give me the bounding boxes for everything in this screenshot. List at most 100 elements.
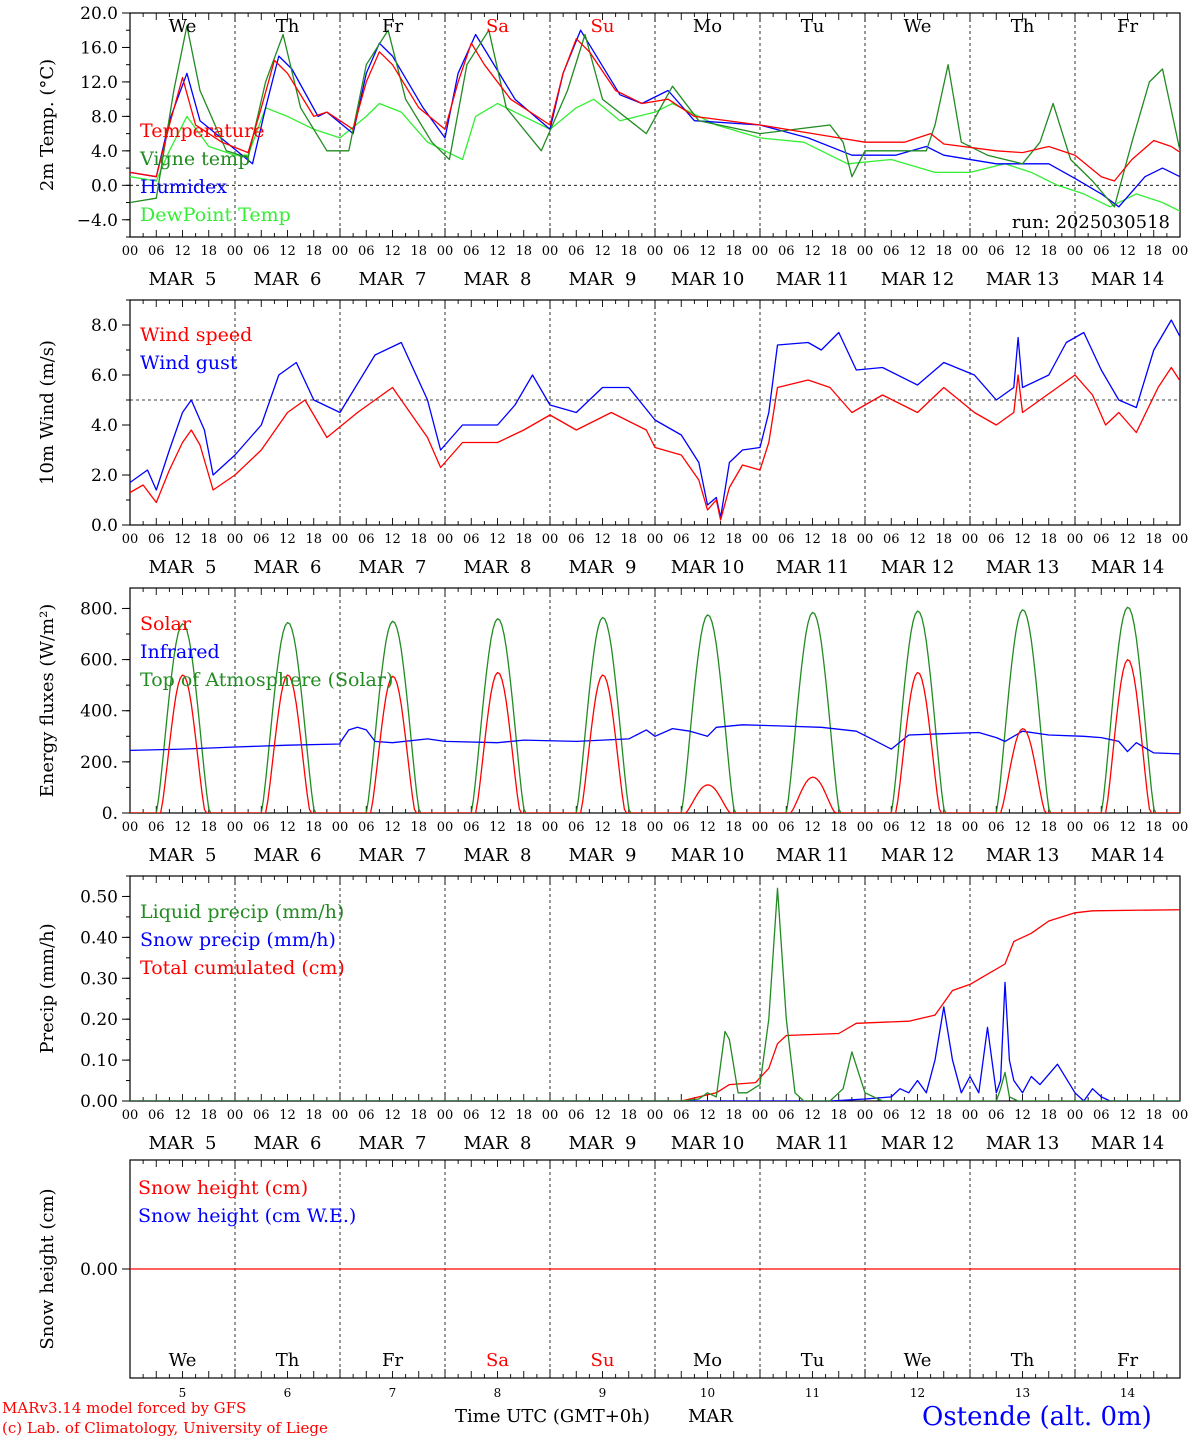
day-of-week-label: We [904,16,932,37]
hour-tick-label: 00 [752,820,769,835]
series-line-liquid-precip-mm-h [130,887,1180,1101]
hour-tick-label: 18 [1040,532,1057,547]
date-label: MAR 13 [986,557,1060,578]
hour-tick-label: 00 [647,532,664,547]
date-label: MAR 10 [671,1133,745,1154]
day-number-label: 5 [179,1386,187,1400]
y-tick-label: 400. [80,702,118,722]
hour-tick-label: 00 [752,532,769,547]
date-label: MAR 8 [464,1133,532,1154]
date-label: MAR 6 [254,557,322,578]
date-label: MAR 9 [569,845,637,866]
hour-tick-label: 06 [148,1108,165,1123]
y-tick-label: 20.0 [80,4,118,24]
hour-tick-label: 00 [437,532,454,547]
hour-tick-label: 12 [384,532,401,547]
hour-tick-label: 12 [279,820,296,835]
day-of-week-label: Su [591,1350,615,1371]
hour-tick-label: 06 [988,820,1005,835]
hour-tick-label: 18 [515,244,532,259]
date-label: MAR 7 [359,269,427,290]
y-tick-label: 0.00 [80,1092,118,1112]
day-of-week-label: Su [591,16,615,37]
hour-tick-label: 18 [620,532,637,547]
y-tick-label: 6.0 [91,366,118,386]
hour-tick-label: 00 [857,244,874,259]
hour-tick-label: 12 [384,244,401,259]
hour-tick-label: 12 [699,820,716,835]
series-group [130,606,1180,813]
hour-tick-label: 12 [174,244,191,259]
hour-tick-label: 12 [489,1108,506,1123]
hour-tick-label: 18 [620,820,637,835]
y-tick-label: 0.50 [80,887,118,907]
y-tick-label: 0.20 [80,1010,118,1030]
date-label: MAR 13 [986,269,1060,290]
date-label: MAR 5 [149,557,217,578]
hour-tick-label: 06 [463,532,480,547]
hour-tick-label: 00 [1172,1108,1189,1123]
day-of-week-label: Sa [486,1350,509,1371]
hour-tick-label: 00 [1067,1108,1084,1123]
hour-tick-label: 06 [1093,244,1110,259]
hour-tick-label: 00 [332,820,349,835]
hour-tick-label: 18 [620,244,637,259]
day-of-week-label: Th [1011,16,1035,37]
legend-entry: Temperature [140,120,264,142]
day-of-week-label: We [169,1350,197,1371]
hour-tick-label: 06 [148,532,165,547]
hour-tick-label: 18 [725,820,742,835]
date-label: MAR 8 [464,269,532,290]
date-label: MAR 7 [359,1133,427,1154]
legend-entry: Total cumulated (cm) [140,957,345,979]
model-note: MARv3.14 model forced by GFS [2,1399,247,1417]
date-label: MAR 12 [881,1133,955,1154]
hour-tick-label: 00 [962,820,979,835]
hour-tick-label: 12 [489,820,506,835]
date-label: MAR 5 [149,1133,217,1154]
legend-entry: Top of Atmosphere (Solar) [140,669,393,691]
hour-tick-label: 18 [935,820,952,835]
hour-tick-label: 18 [515,1108,532,1123]
legend-entry: Infrared [140,641,220,663]
legend-entry: Wind speed [140,324,252,346]
time-axis-month: MAR [688,1406,733,1427]
hour-tick-label: 12 [279,532,296,547]
hour-tick-label: 06 [568,820,585,835]
day-of-week-label: Mo [693,16,722,37]
y-tick-label: 0. [102,804,118,824]
hour-tick-label: 18 [1145,820,1162,835]
hour-tick-label: 18 [725,244,742,259]
hour-tick-label: 06 [1093,820,1110,835]
hour-tick-label: 00 [1067,820,1084,835]
y-tick-label: 8.0 [91,316,118,336]
hour-tick-label: 18 [200,244,217,259]
day-of-week-label: Tu [801,1350,825,1371]
panel-2: 0.0 2.0 4.0 6.0 8.0 10m Wind (m/s) Wind speed W… [37,299,1188,578]
hour-tick-label: 12 [699,1108,716,1123]
hour-tick-label: 18 [830,244,847,259]
hour-tick-label: 06 [778,244,795,259]
y-axis-title: 2m Temp. (°C) [37,59,58,191]
date-label: MAR 10 [671,557,745,578]
day-number-label: 10 [700,1386,715,1400]
date-label: MAR 14 [1091,1133,1165,1154]
y-axis-title: Precip (mm/h) [37,923,58,1053]
day-of-week-label: Th [1011,1350,1035,1371]
date-label: MAR 6 [254,845,322,866]
hour-tick-label: 00 [1172,820,1189,835]
hour-tick-label: 06 [1093,1108,1110,1123]
hour-tick-label: 18 [305,244,322,259]
series-line-humidex [130,29,1180,208]
station-title: Ostende (alt. 0m) [922,1402,1152,1432]
hour-tick-label: 06 [778,820,795,835]
run-annotation: run: 2025030518 [1012,212,1170,233]
hour-tick-label: 18 [200,820,217,835]
hour-tick-label: 00 [227,820,244,835]
hour-tick-label: 00 [857,532,874,547]
hour-tick-label: 06 [253,820,270,835]
hour-tick-label: 06 [778,532,795,547]
y-axis-title: Energy fluxes (W/m²) [37,604,58,798]
y-tick-label: 200. [80,753,118,773]
